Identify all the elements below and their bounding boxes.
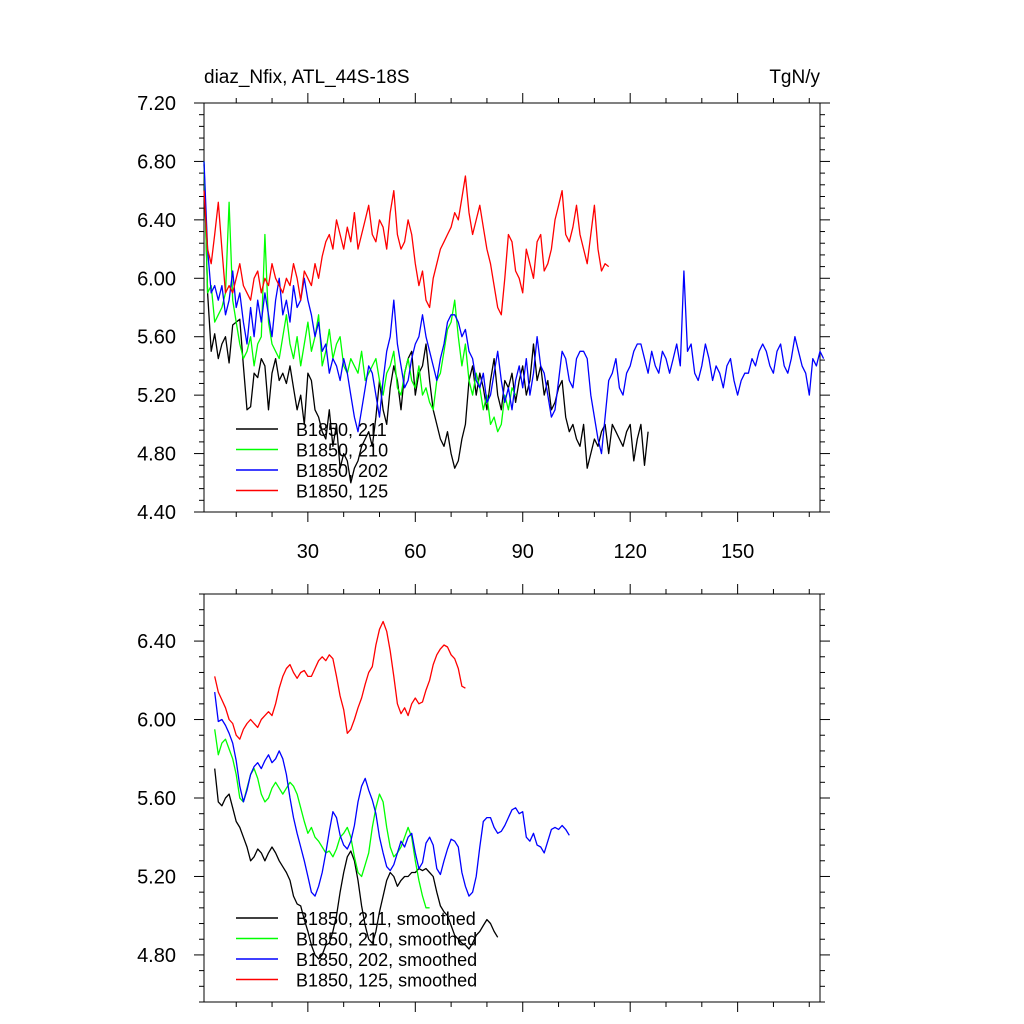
x-tick-label: 150	[721, 541, 754, 563]
legend-label: B1850, 125	[296, 482, 388, 502]
x-tick-label: 60	[404, 541, 426, 563]
y-tick-label: 6.40	[137, 210, 176, 232]
x-tick-label: 90	[512, 541, 534, 563]
series-line-b1850-202-smoothed	[214, 692, 570, 897]
y-tick-label: 5.60	[137, 327, 176, 349]
series-line-b1850-211-smoothed	[214, 768, 499, 960]
legend-label: B1850, 211, smoothed	[296, 909, 476, 929]
y-tick-label: 5.20	[137, 385, 176, 407]
units-label: TgN/y	[769, 67, 820, 88]
y-tick-label: 6.40	[137, 631, 176, 653]
chart-title: diaz_Nfix, ATL_44S-18S	[204, 67, 410, 88]
y-tick-label: 4.80	[137, 444, 176, 466]
x-tick-label: 120	[613, 541, 646, 563]
plot-frame-1	[203, 102, 821, 513]
series-line-b1850-210	[203, 161, 517, 433]
y-tick-label: 7.20	[137, 93, 176, 115]
x-tick-label: 30	[297, 541, 319, 563]
legend-label: B1850, 210	[296, 441, 388, 461]
series-line-b1850-210-smoothed	[214, 729, 430, 909]
y-tick-label: 4.40	[137, 502, 176, 524]
series-line-b1850-202	[203, 161, 825, 455]
series-line-b1850-125-smoothed	[214, 620, 466, 740]
y-tick-label: 6.80	[137, 151, 176, 173]
series-line-b1850-211	[203, 164, 649, 484]
y-tick-label: 4.80	[137, 945, 176, 967]
series-line-b1850-125	[203, 175, 610, 316]
y-tick-label: 6.00	[137, 268, 176, 290]
legend-label: B1850, 125, smoothed	[296, 971, 477, 991]
legend-label: B1850, 202	[296, 461, 388, 481]
legend-label: B1850, 202, smoothed	[296, 950, 477, 970]
y-tick-label: 5.60	[137, 788, 176, 810]
y-tick-label: 5.20	[137, 866, 176, 888]
y-tick-label: 6.00	[137, 710, 176, 732]
legend-label: B1850, 211	[296, 420, 387, 440]
legend-label: B1850, 210, smoothed	[296, 930, 477, 950]
